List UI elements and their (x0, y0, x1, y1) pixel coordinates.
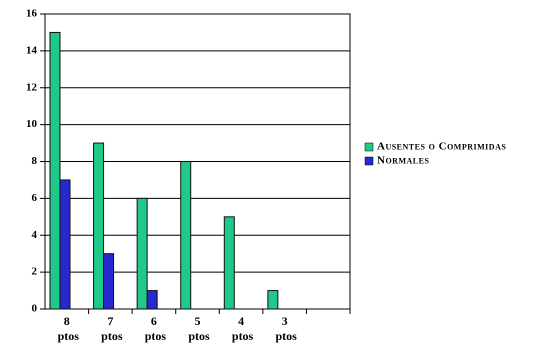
y-tick-label: 6 (32, 192, 38, 204)
y-tick-label: 16 (26, 8, 38, 20)
legend-text: Normales (377, 155, 429, 167)
y-tick-label: 0 (32, 303, 38, 315)
x-tick-label: 8 ptos (55, 314, 80, 343)
bar (180, 161, 192, 310)
y-tick-label: 12 (26, 81, 38, 93)
x-tick-label: 3 ptos (272, 314, 297, 343)
x-tick-label: 7 ptos (98, 314, 123, 343)
bar (93, 142, 105, 310)
legend-swatch (364, 156, 374, 166)
bar (267, 290, 279, 310)
legend-text: Ausentes o Comprimidas (377, 141, 506, 153)
bar (49, 31, 61, 310)
x-tick-label: 4 ptos (229, 314, 254, 343)
x-tick-label: 6 ptos (142, 314, 167, 343)
legend-swatch (364, 142, 374, 152)
y-tick-label: 14 (26, 44, 38, 56)
y-tick-label: 2 (32, 266, 38, 278)
bar (136, 197, 148, 310)
y-tick-label: 4 (32, 229, 38, 241)
x-tick-label: 5 ptos (185, 314, 210, 343)
y-tick-label: 8 (32, 155, 38, 167)
bar (103, 253, 115, 310)
bar (59, 179, 71, 310)
y-tick-label: 10 (26, 118, 38, 130)
bar (223, 216, 235, 310)
bar (146, 290, 158, 310)
